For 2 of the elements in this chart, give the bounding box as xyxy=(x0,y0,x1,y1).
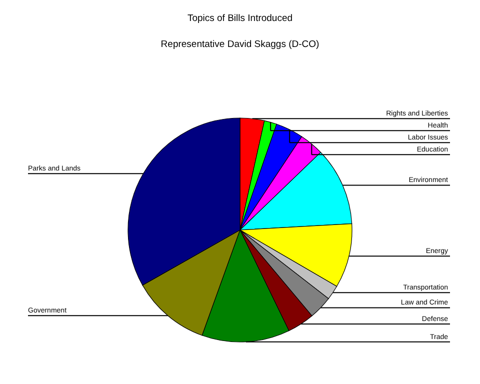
chart-subtitle: Representative David Skaggs (D-CO) xyxy=(160,39,320,50)
chart-title: Topics of Bills Introduced xyxy=(187,13,293,24)
